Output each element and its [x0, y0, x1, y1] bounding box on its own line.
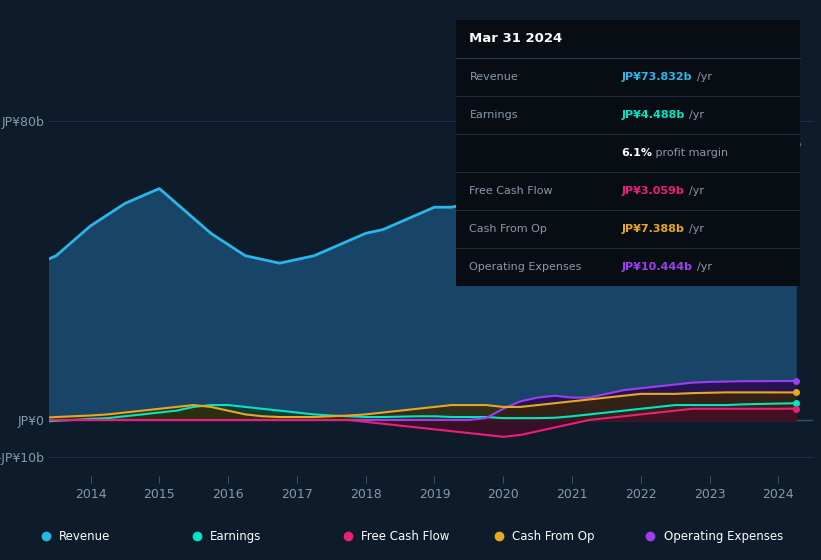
- Text: /yr: /yr: [697, 262, 712, 272]
- Text: Earnings: Earnings: [210, 530, 262, 543]
- Text: JP¥3.059b: JP¥3.059b: [621, 186, 684, 196]
- Text: /yr: /yr: [690, 186, 704, 196]
- Text: Free Cash Flow: Free Cash Flow: [361, 530, 450, 543]
- Text: Cash From Op: Cash From Op: [512, 530, 595, 543]
- Text: Free Cash Flow: Free Cash Flow: [470, 186, 553, 196]
- Text: Revenue: Revenue: [470, 72, 518, 82]
- Text: Earnings: Earnings: [470, 110, 518, 120]
- Text: Operating Expenses: Operating Expenses: [663, 530, 782, 543]
- Text: /yr: /yr: [690, 224, 704, 234]
- Text: Revenue: Revenue: [59, 530, 111, 543]
- Text: Mar 31 2024: Mar 31 2024: [470, 32, 562, 45]
- Text: Cash From Op: Cash From Op: [470, 224, 548, 234]
- Text: profit margin: profit margin: [652, 148, 727, 158]
- Text: 6.1%: 6.1%: [621, 148, 652, 158]
- Text: /yr: /yr: [690, 110, 704, 120]
- Text: JP¥7.388b: JP¥7.388b: [621, 224, 684, 234]
- Text: Operating Expenses: Operating Expenses: [470, 262, 582, 272]
- Text: JP¥10.444b: JP¥10.444b: [621, 262, 692, 272]
- Text: /yr: /yr: [697, 72, 712, 82]
- Text: JP¥73.832b: JP¥73.832b: [621, 72, 691, 82]
- Text: JP¥4.488b: JP¥4.488b: [621, 110, 685, 120]
